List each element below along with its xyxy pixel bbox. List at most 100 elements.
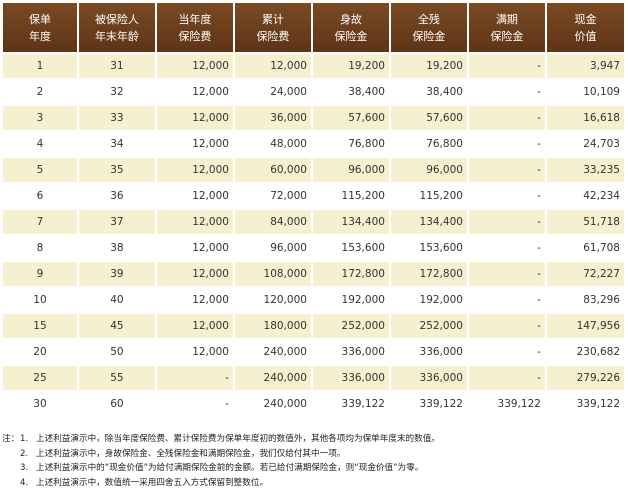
- cell-death-benefit: 336,000: [312, 340, 389, 364]
- cell-annual-premium: 12,000: [156, 340, 233, 364]
- cell-insured-age: 39: [78, 262, 155, 286]
- cell-death-benefit: 134,400: [312, 210, 389, 234]
- column-header-cumulative-premium: 累计 保险费: [234, 3, 311, 52]
- cell-cumulative-premium: 120,000: [234, 288, 311, 312]
- benefit-table: 保单 年度 被保险人 年末年龄 当年度 保险费 累计 保险费 身故 保险金 全残 保险金 满期 保险金 现金…: [1, 1, 626, 418]
- cell-cash-value: 42,234: [546, 184, 624, 208]
- cell-insured-age: 37: [78, 210, 155, 234]
- cell-death-benefit: 76,800: [312, 132, 389, 156]
- cell-insured-age: 32: [78, 80, 155, 104]
- column-header-line: 累计: [261, 12, 284, 26]
- table-row: 25 55-240,000 336,000 336,000-279,226: [3, 366, 624, 390]
- cell-policy-year: 6: [3, 184, 77, 208]
- cell-maturity-benefit: -: [468, 314, 545, 338]
- column-header-line: 被保险人: [94, 12, 139, 26]
- cell-insured-age: 31: [78, 54, 155, 78]
- cell-annual-premium: 12,000: [156, 314, 233, 338]
- cell-death-benefit: 57,600: [312, 106, 389, 130]
- cell-policy-year: 2: [3, 80, 77, 104]
- cell-annual-premium: 12,000: [156, 262, 233, 286]
- table-row: 2 32 12,000 24,000 38,400 38,400-10,109: [3, 80, 624, 104]
- note-text: 上述利益演示中，数值统一采用四舍五入方式保留到整数位。: [36, 477, 269, 488]
- cell-disability-benefit: 76,800: [390, 132, 467, 156]
- cell-annual-premium: 12,000: [156, 288, 233, 312]
- cell-policy-year: 9: [3, 262, 77, 286]
- note-text: 上述利益演示中，除当年度保险费、累计保险费为保单年度初的数值外，其他各项均为保单…: [36, 434, 440, 444]
- cell-disability-benefit: 336,000: [390, 340, 467, 364]
- column-header-line: 保单: [28, 12, 51, 26]
- cell-maturity-benefit: -: [468, 54, 545, 78]
- cell-policy-year: 25: [3, 366, 77, 390]
- cell-policy-year: 15: [3, 314, 77, 338]
- cell-maturity-benefit: -: [468, 366, 545, 390]
- cell-policy-year: 20: [3, 340, 77, 364]
- cell-disability-benefit: 115,200: [390, 184, 467, 208]
- table-row: 15 45 12,000 180,000 252,000 252,000-147,956: [3, 314, 624, 338]
- cell-policy-year: 7: [3, 210, 77, 234]
- cell-annual-premium: 12,000: [156, 184, 233, 208]
- note-item: 2. 上述利益演示中，身故保险金、全残保险金和满期保险金，我们仅给付其中一项。: [2, 447, 626, 462]
- cell-annual-premium: 12,000: [156, 106, 233, 130]
- note-number: 3.: [20, 463, 29, 473]
- cell-insured-age: 45: [78, 314, 155, 338]
- cell-disability-benefit: 192,000: [390, 288, 467, 312]
- column-header-line: 当年度: [178, 12, 212, 26]
- table-row: 3 33 12,000 36,000 57,600 57,600-16,618: [3, 106, 624, 130]
- cell-cumulative-premium: 72,000: [234, 184, 311, 208]
- cell-disability-benefit: 96,000: [390, 158, 467, 182]
- table-row: 5 35 12,000 60,000 96,000 96,000-33,235: [3, 158, 624, 182]
- column-header-line: 满期: [495, 12, 518, 26]
- cell-policy-year: 3: [3, 106, 77, 130]
- cell-cumulative-premium: 48,000: [234, 132, 311, 156]
- column-header-line: 年度: [28, 29, 51, 43]
- cell-cumulative-premium: 24,000: [234, 80, 311, 104]
- cell-insured-age: 33: [78, 106, 155, 130]
- cell-disability-benefit: 339,122: [390, 392, 467, 416]
- table-row: 9 39 12,000 108,000 172,800 172,800-72,227: [3, 262, 624, 286]
- column-header-maturity-benefit: 满期 保险金: [468, 3, 545, 52]
- table-row: 1 31 12,000 12,000 19,200 19,200-3,947: [3, 54, 624, 78]
- cell-maturity-benefit: -: [468, 80, 545, 104]
- column-header-insured-age: 被保险人 年末年龄: [78, 3, 155, 52]
- cell-insured-age: 50: [78, 340, 155, 364]
- column-header-line: 保险费: [178, 29, 212, 43]
- cell-maturity-benefit: -: [468, 132, 545, 156]
- column-header-line: 身故: [339, 12, 362, 26]
- cell-policy-year: 8: [3, 236, 77, 260]
- cell-cash-value: 24,703: [546, 132, 624, 156]
- cell-death-benefit: 192,000: [312, 288, 389, 312]
- column-header-annual-premium: 当年度 保险费: [156, 3, 233, 52]
- cell-cash-value: 147,956: [546, 314, 624, 338]
- note-number: 4.: [20, 477, 29, 488]
- cell-death-benefit: 19,200: [312, 54, 389, 78]
- cell-disability-benefit: 153,600: [390, 236, 467, 260]
- cell-insured-age: 34: [78, 132, 155, 156]
- table-row: 4 34 12,000 48,000 76,800 76,800-24,703: [3, 132, 624, 156]
- column-header-line: 保险金: [412, 29, 446, 43]
- table-row: 30 60-240,000 339,122 339,122 339,122 339,122: [3, 392, 624, 416]
- cell-annual-premium: 12,000: [156, 54, 233, 78]
- column-header-line: 价值: [574, 29, 597, 43]
- table-row: 7 37 12,000 84,000 134,400 134,400-51,718: [3, 210, 624, 234]
- cell-cumulative-premium: 60,000: [234, 158, 311, 182]
- column-header-policy-year: 保单 年度: [3, 3, 77, 52]
- cell-cash-value: 279,226: [546, 366, 624, 390]
- notes-prefix: 注：: [2, 434, 20, 444]
- column-header-line: 全残: [417, 12, 440, 26]
- note-text: 上述利益演示中，身故保险金、全残保险金和满期保险金，我们仅给付其中一项。: [36, 448, 346, 459]
- cell-death-benefit: 153,600: [312, 236, 389, 260]
- cell-cash-value: 51,718: [546, 210, 624, 234]
- table-body: 1 31 12,000 12,000 19,200 19,200-3,947 2 32 12,0…: [3, 54, 624, 416]
- notes-section: 注： 1. 上述利益演示中，除当年度保险费、累计保险费为保单年度初的数值外，其他…: [2, 432, 626, 490]
- cell-disability-benefit: 336,000: [390, 366, 467, 390]
- table-row: 20 50 12,000 240,000 336,000 336,000-230,682: [3, 340, 624, 364]
- cell-policy-year: 5: [3, 158, 77, 182]
- cell-annual-premium: 12,000: [156, 158, 233, 182]
- cell-disability-benefit: 172,800: [390, 262, 467, 286]
- column-header-death-benefit: 身故 保险金: [312, 3, 389, 52]
- cell-death-benefit: 252,000: [312, 314, 389, 338]
- cell-cumulative-premium: 240,000: [234, 340, 311, 364]
- cell-insured-age: 38: [78, 236, 155, 260]
- cell-insured-age: 60: [78, 392, 155, 416]
